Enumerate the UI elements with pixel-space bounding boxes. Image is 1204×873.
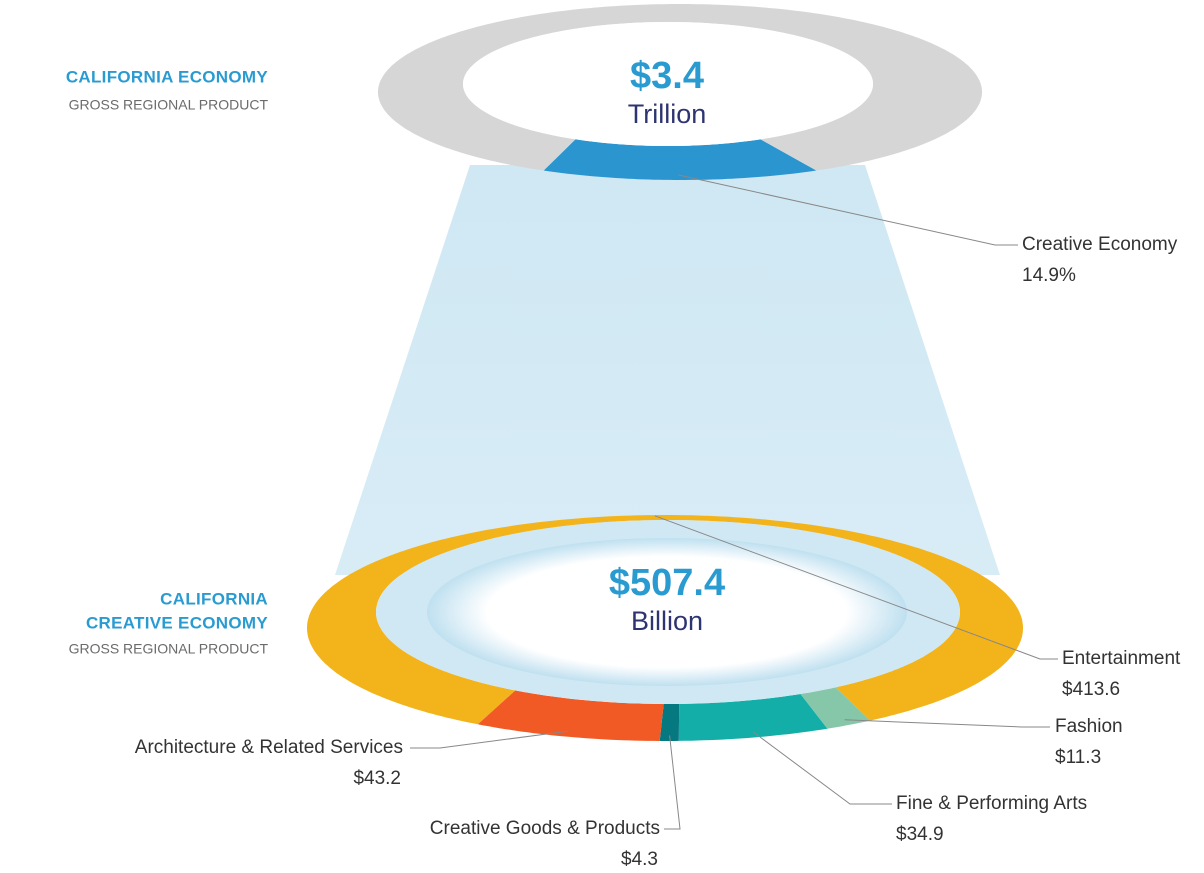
leader-line [752, 731, 892, 805]
leader-line [654, 515, 1058, 660]
leader-line [678, 174, 1018, 246]
donut-segment [659, 703, 680, 741]
subtitle: GROSS REGIONAL PRODUCT [69, 641, 269, 657]
inner-face [427, 538, 907, 686]
center-value: $507.4 [609, 562, 725, 604]
segment-value: $11.3 [1055, 747, 1101, 768]
segment-label: Creative Goods & Products [430, 818, 660, 839]
leader-line [844, 719, 1050, 728]
segment-value: 14.9% [1022, 265, 1076, 286]
leader-line [410, 730, 569, 749]
segment-label: Architecture & Related Services [135, 737, 403, 758]
inner-face [463, 22, 873, 146]
beam [335, 165, 1000, 575]
center-value: $3.4 [630, 55, 704, 97]
segment-value: $43.2 [353, 768, 401, 789]
donut [378, 4, 982, 180]
donut-segment [543, 139, 817, 180]
donut-segment [678, 694, 828, 741]
donut-segment [378, 4, 982, 171]
title: CREATIVE ECONOMY [86, 613, 268, 632]
donut-segment [800, 687, 871, 729]
segment-value: $4.3 [621, 849, 658, 870]
segment-label: Entertainment [1062, 648, 1181, 669]
title: CALIFORNIA [160, 589, 268, 608]
donut [307, 515, 1023, 741]
segment-label: Fine & Performing Arts [896, 793, 1087, 814]
subtitle: GROSS REGIONAL PRODUCT [69, 97, 269, 113]
segment-label: Fashion [1055, 716, 1123, 737]
center-unit: Trillion [628, 99, 707, 129]
title: CALIFORNIA ECONOMY [66, 67, 269, 86]
segment-value: $413.6 [1062, 679, 1120, 700]
leader-line [664, 735, 681, 830]
segment-value: $34.9 [896, 824, 944, 845]
segment-label: Creative Economy [1022, 234, 1178, 255]
center-unit: Billion [631, 606, 703, 636]
donut-segment [477, 690, 664, 741]
